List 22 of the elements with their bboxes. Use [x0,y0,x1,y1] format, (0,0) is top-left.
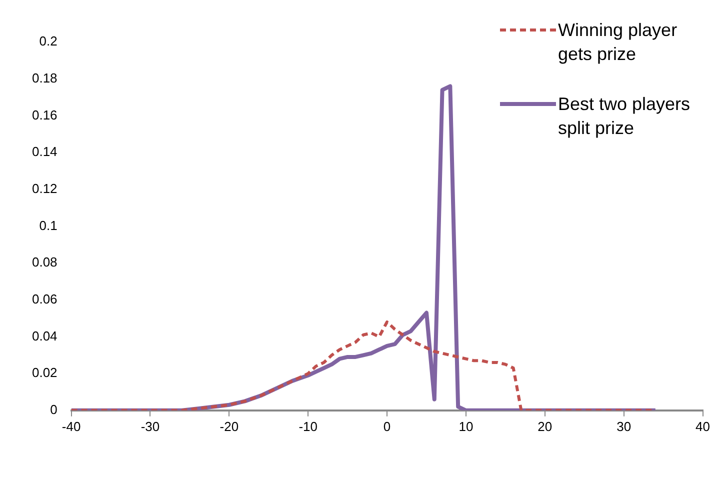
y-tick-label: 0.14 [32,144,58,160]
x-tick-label: 20 [538,418,552,434]
x-tick-label: -20 [220,418,239,434]
y-tick-label: 0.12 [32,180,58,196]
y-tick-label: 0 [50,402,58,417]
y-tick-label: 0.06 [32,291,58,306]
x-tick-label: -10 [298,418,318,434]
y-tick-label: 0.18 [32,70,58,86]
x-tick-label: -30 [140,418,160,434]
y-tick-label: 0.16 [32,107,58,122]
legend-label: Best two players split prize [558,93,692,140]
y-tick-label: 0.04 [32,328,58,344]
y-tick-label: 0.08 [32,254,58,270]
y-tick-label: 0.2 [39,34,58,49]
x-tick-label: 40 [696,418,710,434]
x-tick-label: -40 [62,418,81,434]
y-tick-label: 0.1 [39,218,58,233]
x-tick-label: 0 [383,418,391,434]
legend-label: Winning player gets prize [558,19,678,66]
x-tick-label: 10 [458,418,474,434]
x-tick-label: 30 [616,418,632,434]
y-tick-label: 0.02 [32,365,58,380]
